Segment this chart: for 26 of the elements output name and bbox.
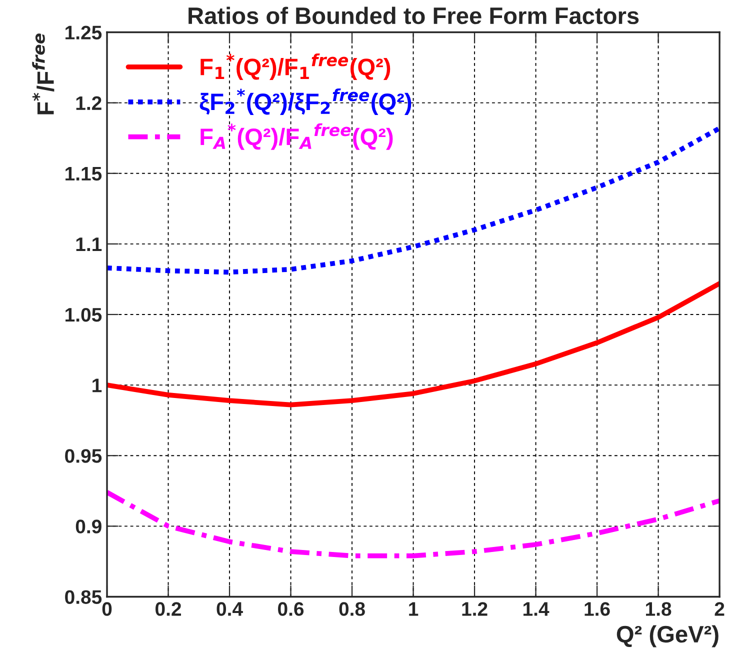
legend-label: F$_{1}$$^{*}$(Q²)/F$_{1}$$^{free}$(Q²) — [200, 54, 390, 80]
y-tick-label: 1.2 — [76, 96, 102, 110]
y-tick-label: 1.1 — [76, 238, 102, 251]
x-tick-label: 0 — [102, 602, 112, 616]
x-tick-label: 0.4 — [216, 602, 243, 616]
x-tick-label: 2 — [714, 602, 724, 616]
x-tick-label: 0.8 — [339, 602, 365, 616]
x-tick-label: 1.8 — [646, 602, 672, 616]
x-tick-label: 0.2 — [156, 602, 181, 616]
x-tick-label: 1 — [409, 602, 418, 616]
x-tick-label: 1.4 — [524, 602, 550, 616]
x-tick-label: 0.6 — [278, 602, 304, 616]
y-tick-label: 1 — [92, 378, 102, 392]
y-tick-label: 1.25 — [66, 26, 102, 40]
y-tick-label: 1.15 — [66, 167, 102, 181]
y-axis-title: F$^{*}$/F$^{free}$ — [32, 34, 54, 114]
y-tick-label: 0.95 — [65, 449, 102, 463]
x-axis-title: Q² (GeV²) — [616, 625, 718, 648]
x-tick-label: 1.6 — [584, 602, 610, 616]
legend-label: F$_{A}$$^{*}$(Q²)/F$_{A}$$^{free}$(Q²) — [200, 123, 393, 150]
y-tick-label: 0.85 — [65, 590, 102, 604]
x-tick-label: 1.2 — [462, 602, 488, 616]
chart-title: Ratios of Bounded to Free Form Factors — [188, 6, 639, 24]
legend-label: ξF$_{2}$$^{*}$(Q²)/ξF$_{2}$$^{free}$(Q²) — [200, 88, 412, 115]
y-tick-label: 1.05 — [66, 308, 102, 322]
y-tick-label: 0.9 — [76, 520, 102, 534]
